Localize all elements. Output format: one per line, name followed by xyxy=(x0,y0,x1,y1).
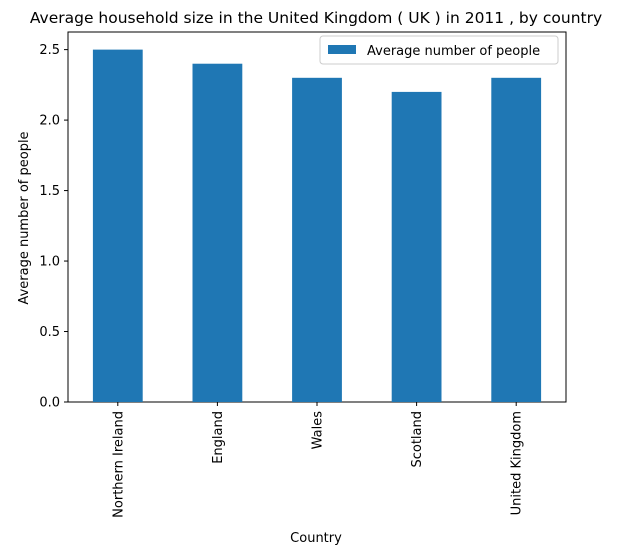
bar xyxy=(193,64,243,402)
y-tick-label: 2.0 xyxy=(39,114,60,129)
x-tick-label: England xyxy=(211,411,226,464)
x-tick-label: United Kingdom xyxy=(510,411,525,515)
x-axis-label: Country xyxy=(290,531,342,546)
y-tick-label: 0.5 xyxy=(39,325,60,340)
x-tick-label: Northern Ireland xyxy=(111,411,126,518)
legend-swatch xyxy=(328,45,356,54)
x-tick-label: Wales xyxy=(311,411,326,450)
legend-entry-label: Average number of people xyxy=(367,44,540,59)
y-tick-label: 0.0 xyxy=(39,396,60,411)
bar xyxy=(491,78,541,402)
bar xyxy=(392,92,442,402)
chart-title: Average household size in the United Kin… xyxy=(30,9,602,27)
x-tick-label: Scotland xyxy=(410,411,425,468)
y-tick-label: 1.5 xyxy=(39,184,60,199)
y-tick-label: 2.5 xyxy=(39,43,60,58)
bar xyxy=(93,50,143,402)
y-tick-label: 1.0 xyxy=(39,255,60,270)
y-axis-label: Average number of people xyxy=(17,131,32,304)
bar xyxy=(292,78,342,402)
legend: Average number of people xyxy=(320,36,558,64)
